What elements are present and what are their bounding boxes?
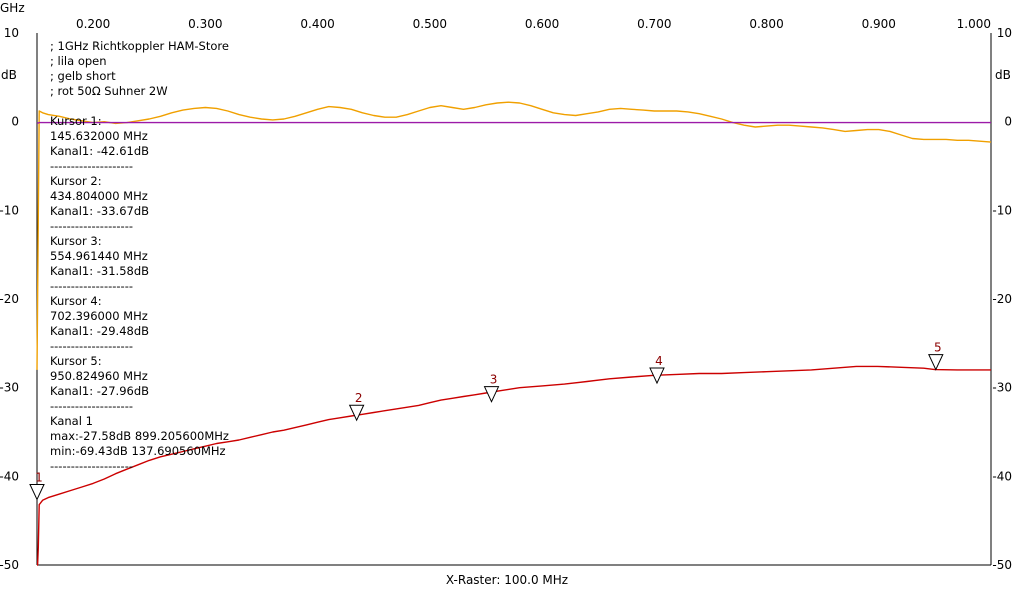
y-tick-label-right: -20 <box>992 292 1012 306</box>
cursor-marker <box>649 367 665 385</box>
x-tick-label: 0.600 <box>525 17 559 31</box>
series-line-3 <box>36 365 991 566</box>
x-tick-label: 0.500 <box>413 17 447 31</box>
cursor-readout-line: -------------------- <box>50 159 133 173</box>
y-unit-label-right: dB <box>995 68 1011 82</box>
y-tick-label-right: -50 <box>992 558 1012 572</box>
axes <box>36 33 992 566</box>
cursor-readout-line: 434.804000 MHz <box>50 189 148 203</box>
cursor-readout-line: -------------------- <box>50 459 133 473</box>
y-tick-label-right: 0 <box>1004 115 1012 129</box>
cursor-readout-line: -------------------- <box>50 339 133 353</box>
cursor-marker <box>29 483 45 501</box>
y-tick-label-left: -20 <box>0 292 19 306</box>
y-tick-label-left: -40 <box>0 469 19 483</box>
cursor-readout-line: Kanal1: -42.61dB <box>50 144 149 158</box>
x-tick-label: 0.200 <box>76 17 110 31</box>
x-unit-label: GHz <box>0 1 25 15</box>
x-tick-label: 0.300 <box>188 17 222 31</box>
y-tick-label-left: -10 <box>0 203 19 217</box>
cursor-marker-label: 3 <box>490 373 498 387</box>
cursor-readout-line: Kursor 4: <box>50 294 102 308</box>
cursor-readout-line: Kanal1: -31.58dB <box>50 264 149 278</box>
y-tick-label-right: -30 <box>992 381 1012 395</box>
cursor-readout-line: Kursor 2: <box>50 174 102 188</box>
series-line-1 <box>36 101 992 370</box>
cursor-readout-line: -------------------- <box>50 279 133 293</box>
x-tick-label: 0.400 <box>300 17 334 31</box>
cursor-readout-line: Kanal 1 <box>50 414 93 428</box>
cursor-readout-line: -------------------- <box>50 219 133 233</box>
cursor-marker-label: 4 <box>655 354 663 368</box>
series-line-2 <box>36 121 991 125</box>
y-tick-label-right: -10 <box>992 203 1012 217</box>
x-raster-label: X-Raster: 100.0 MHz <box>446 573 568 587</box>
cursor-marker-label: 5 <box>934 341 942 355</box>
y-tick-label-right: -40 <box>992 469 1012 483</box>
x-tick-label: 0.800 <box>749 17 783 31</box>
note-line: ; gelb short <box>50 69 116 83</box>
note-line: ; 1GHz Richtkoppler HAM-Store <box>50 39 229 53</box>
cursor-readout-line: Kanal1: -29.48dB <box>50 324 149 338</box>
cursor-readout-line: 145.632000 MHz <box>50 129 148 143</box>
cursor-marker-label: 2 <box>355 391 363 405</box>
cursor-readout-line: -------------------- <box>50 399 133 413</box>
cursor-readout-line: 950.824960 MHz <box>50 369 148 383</box>
cursor-markers: 1 2 3 4 5 <box>29 341 944 501</box>
x-tick-label: 0.900 <box>862 17 896 31</box>
cursor-marker <box>348 404 365 422</box>
cursor-readout-line: min:-69.43dB 137.690560MHz <box>50 444 226 458</box>
x-tick-label: 1.000 <box>957 17 991 31</box>
cursor-marker-label: 1 <box>35 470 43 484</box>
cursor-readout-line: Kanal1: -27.96dB <box>50 384 149 398</box>
tick-labels: 0.200 0.300 0.400 0.500 0.600 0.700 0.800 0.900… <box>0 17 1012 572</box>
cursor-marker <box>483 386 500 403</box>
y-unit-label-left: dB <box>1 68 17 82</box>
x-tick-label: 0.700 <box>637 17 671 31</box>
y-tick-label-right: 10 <box>997 26 1012 40</box>
y-tick-label-left: -50 <box>0 558 19 572</box>
cursor-readout-line: Kanal1: -33.67dB <box>50 204 149 218</box>
series-group <box>36 101 992 566</box>
notes-block: ; 1GHz Richtkoppler HAM-Store; lila open… <box>50 39 229 98</box>
y-tick-label-left: 10 <box>4 26 19 40</box>
y-tick-label-left: 0 <box>11 115 19 129</box>
cursor-readout-line: Kursor 3: <box>50 234 102 248</box>
cursor-readout-line: max:-27.58dB 899.205600MHz <box>50 429 229 443</box>
cursor-readout-line: Kursor 5: <box>50 354 102 368</box>
note-line: ; rot 50Ω Suhner 2W <box>50 84 168 98</box>
note-line: ; lila open <box>50 54 107 68</box>
cursor-readout-line: 554.961440 MHz <box>50 249 148 263</box>
y-tick-label-left: -30 <box>0 381 19 395</box>
cursor-readout-line: 702.396000 MHz <box>50 309 148 323</box>
cursor-marker <box>928 354 944 371</box>
cursor-readout-line: Kursor 1: <box>50 114 102 128</box>
